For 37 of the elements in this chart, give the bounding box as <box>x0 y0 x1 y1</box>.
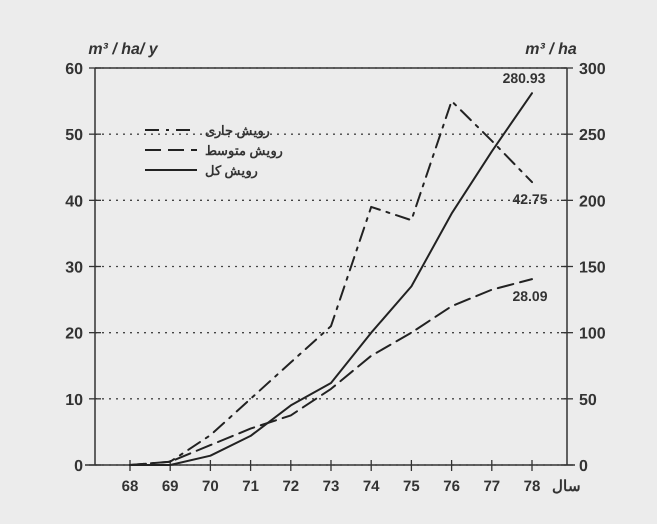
y-tick-label: 10 <box>65 392 84 409</box>
x-tick-label: 72 <box>282 478 300 495</box>
legend-label: رویش کل <box>205 163 258 179</box>
x-tick-label: 76 <box>443 478 460 495</box>
x-tick-label: 77 <box>483 478 500 495</box>
y-axis-title: m³ / ha/ y <box>88 41 159 58</box>
y2-tick-label: 250 <box>579 127 606 144</box>
x-tick-label: 70 <box>202 478 219 495</box>
y-tick-label: 20 <box>65 326 84 343</box>
x-axis-title: سال <box>552 478 581 495</box>
x-tick-label: 74 <box>362 478 380 495</box>
y2-tick-label: 0 <box>579 458 588 475</box>
legend-label: رویش جاری <box>205 123 270 139</box>
x-tick-label: 73 <box>322 478 340 495</box>
y2-tick-label: 200 <box>579 193 606 210</box>
x-tick-label: 71 <box>242 478 259 495</box>
x-tick-label: 78 <box>524 478 540 495</box>
data-label: 28.09 <box>512 288 548 304</box>
y-tick-label: 0 <box>74 458 84 475</box>
x-tick-label: 68 <box>122 478 138 495</box>
y2-tick-label: 300 <box>579 61 606 78</box>
y2-tick-label: 50 <box>579 392 597 409</box>
legend-item: رویش جاری <box>145 123 270 138</box>
y2-axis-title: m³ / ha <box>525 41 577 58</box>
data-label: 42.75 <box>512 191 548 208</box>
data-label: 280.93 <box>502 70 546 86</box>
y-tick-label: 40 <box>65 193 84 210</box>
legend-label: رویش متوسط <box>205 143 283 159</box>
legend-item: رویش کل <box>145 163 258 178</box>
x-tick-label: 75 <box>403 478 420 495</box>
y-tick-label: 30 <box>65 260 84 276</box>
y2-tick-label: 150 <box>579 260 606 276</box>
legend-item: رویش متوسط <box>145 143 283 158</box>
y2-tick-label: 100 <box>579 326 606 343</box>
y-tick-label: 60 <box>65 61 84 78</box>
x-tick-label: 69 <box>162 478 179 495</box>
y-tick-label: 50 <box>65 127 84 144</box>
